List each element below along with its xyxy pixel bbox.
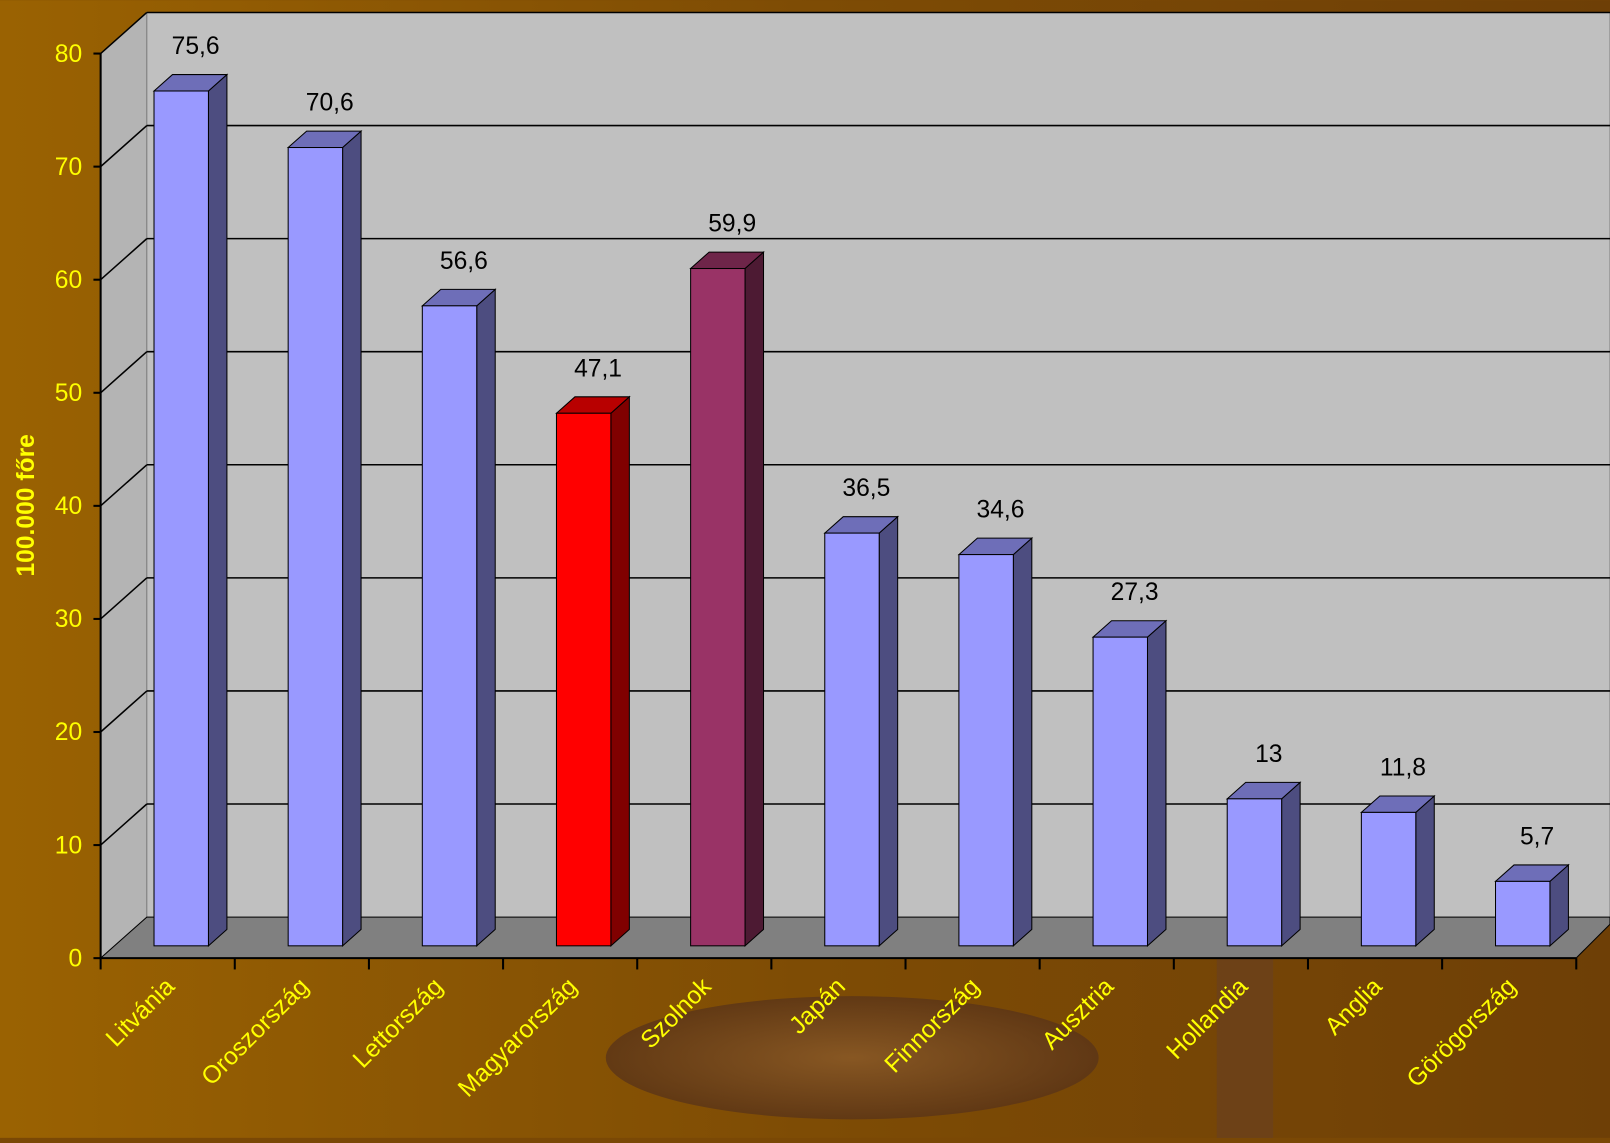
value-label: 34,6 [977,497,1025,524]
bar [1226,798,1283,947]
bar [1092,636,1148,947]
grid-line [100,464,148,507]
value-label: 27,3 [1111,579,1159,606]
bar-side [342,129,362,947]
y-tick-label: 20 [55,719,82,746]
value-label: 5,7 [1520,823,1554,850]
grid-line [100,238,148,281]
decoration [605,996,1099,1120]
value-label: 70,6 [306,90,354,117]
y-tick-label: 30 [55,606,82,633]
grid-line [100,351,148,394]
y-tick-label: 50 [55,380,82,407]
value-label: 36,5 [842,475,890,502]
bar-side [476,288,496,947]
bar [421,305,478,947]
y-tick-label: 10 [55,832,82,859]
bar-side [744,250,765,947]
bar-side [1415,794,1435,947]
grid-line [100,124,148,168]
bar [287,147,344,947]
grid-line [100,803,148,846]
bar [1495,880,1551,947]
bar [555,412,612,947]
value-label: 11,8 [1380,754,1426,781]
bar [824,532,880,947]
bar-side [878,515,899,947]
bar-side [1012,537,1033,947]
bar [153,90,209,947]
value-label: 59,9 [708,211,756,238]
y-tick-label: 0 [68,945,82,972]
y-tick-label: 70 [55,154,82,181]
value-label: 56,6 [440,248,488,275]
value-label: 75,6 [172,33,220,60]
value-label: 13 [1255,741,1282,768]
y-axis-title: 100.000 főre [13,434,40,576]
y-tick-label: 80 [55,41,82,68]
grid-line [100,577,148,620]
bar-side [610,395,630,947]
y-tick-label: 60 [55,267,82,294]
grid-line [100,11,148,55]
bar [1360,811,1417,947]
y-tick-label: 40 [55,493,82,520]
value-label: 47,1 [574,355,622,382]
grid-line [100,690,148,733]
bar [690,267,746,947]
bar-side [207,73,228,947]
bar-side [1146,619,1167,947]
bar [958,554,1014,947]
bar-side [1281,781,1301,947]
decoration [1216,955,1274,1140]
